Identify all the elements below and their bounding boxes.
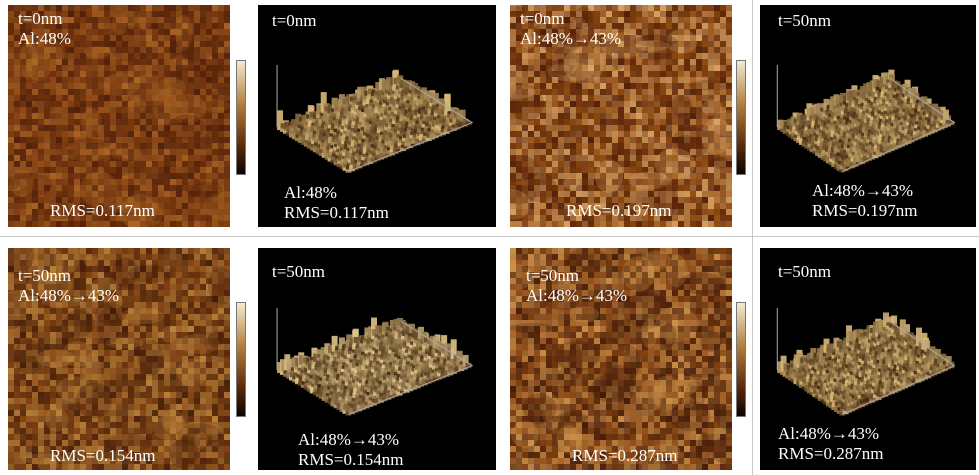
panel-7-line-0: t=50nm <box>778 262 832 281</box>
panel-1-line-0: t=0nm <box>272 11 317 30</box>
afm-3d-panel-3: t=50nm Al:48%→43% RMS=0.197nm <box>760 5 976 227</box>
vertical-divider <box>752 0 753 475</box>
panel-0-line-0: t=0nm <box>18 9 63 28</box>
panel-5-line-0: t=50nm <box>272 262 326 281</box>
afm-3d-panel-1: t=0nm Al:48% RMS=0.117nm <box>258 5 496 227</box>
panel-2-line-1: Al:48%→43% <box>520 29 622 48</box>
row-divider <box>0 236 979 237</box>
afm-2d-image-6 <box>510 248 732 470</box>
panel-3-line-0: t=50nm <box>778 11 832 30</box>
panel-0-line-1: Al:48% <box>18 29 71 48</box>
panel-2-rms: RMS=0.197nm <box>566 201 672 220</box>
afm-2d-panel-4: t=50nm Al:48%→43% RMS=0.154nm <box>8 248 230 470</box>
panel-4-line-1: Al:48%→43% <box>18 286 120 305</box>
panel-3-bottom-1: RMS=0.197nm <box>812 201 918 220</box>
colorbar-2 <box>736 60 746 175</box>
afm-2d-image-2 <box>510 5 732 227</box>
panel-7-bottom-0: Al:48%→43% <box>778 424 880 443</box>
panel-2-line-0: t=0nm <box>520 9 565 28</box>
panel-5-bottom-1: RMS=0.154nm <box>298 450 404 469</box>
panel-4-rms: RMS=0.154nm <box>50 446 156 465</box>
afm-3d-panel-7: t=50nm Al:48%→43% RMS=0.287nm <box>760 248 976 470</box>
afm-2d-image-4 <box>8 248 230 470</box>
panel-0-rms: RMS=0.117nm <box>50 201 155 220</box>
panel-6-line-1: Al:48%→43% <box>526 286 628 305</box>
panel-6-rms: RMS=0.287nm <box>572 446 678 465</box>
afm-3d-surface-1 <box>276 64 474 173</box>
afm-2d-panel-6: t=50nm Al:48%→43% RMS=0.287nm <box>510 248 732 470</box>
afm-3d-surface-5 <box>276 307 474 416</box>
afm-3d-surface-3 <box>776 64 956 173</box>
colorbar-4 <box>236 302 246 417</box>
panel-5-bottom-0: Al:48%→43% <box>298 430 400 449</box>
panel-1-bottom-0: Al:48% <box>284 183 337 202</box>
panel-7-bottom-1: RMS=0.287nm <box>778 444 884 463</box>
panel-3-bottom-0: Al:48%→43% <box>812 181 914 200</box>
afm-2d-panel-2: t=0nm Al:48%→43% RMS=0.197nm <box>510 5 732 227</box>
colorbar-6 <box>736 302 746 417</box>
afm-3d-surface-7 <box>776 307 956 416</box>
afm-2d-image-0 <box>8 5 230 227</box>
panel-6-line-0: t=50nm <box>526 266 580 285</box>
afm-3d-panel-5: t=50nm Al:48%→43% RMS=0.154nm <box>258 248 496 470</box>
colorbar-0 <box>236 60 246 175</box>
panel-4-line-0: t=50nm <box>18 266 72 285</box>
panel-1-bottom-1: RMS=0.117nm <box>284 203 389 222</box>
afm-2d-panel-0: t=0nm Al:48% RMS=0.117nm <box>8 5 230 227</box>
